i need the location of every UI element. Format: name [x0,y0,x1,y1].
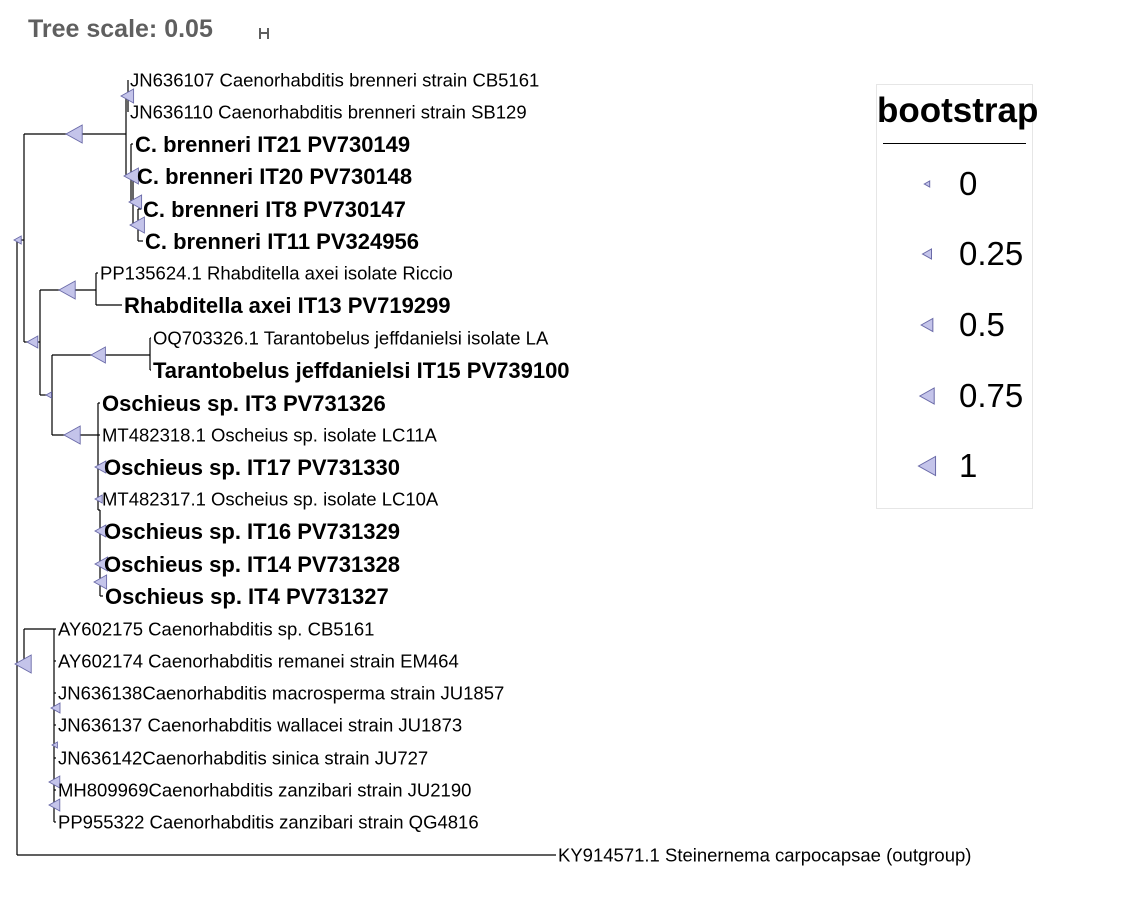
legend-item: 0.5 [907,305,1027,345]
bootstrap-marker [58,280,76,300]
taxon-label: PP135624.1 Rhabditella axei isolate Ricc… [100,263,453,284]
taxon-label: MT482318.1 Oscheius sp. isolate LC11A [102,425,438,446]
taxon-label-bold: Rhabditella axei IT13 PV719299 [124,293,451,318]
taxon-label-bold: C. brenneri IT20 PV730148 [137,164,412,189]
taxon-label-bold: Oschieus sp. IT4 PV731327 [105,584,389,609]
bootstrap-marker [94,494,103,504]
bootstrap-legend: bootstrap 0 0.25 0.5 0.75 [876,84,1039,509]
legend-label: 0.75 [959,377,1024,414]
legend-title: bootstrap [877,91,1039,130]
legend-label: 1 [959,447,978,484]
bootstrap-marker [93,574,108,590]
bootstrap-marker [13,235,22,245]
taxon-label-bold: C. brenneri IT21 PV730149 [135,132,410,157]
taxon-label: JN636138Caenorhabditis macrosperma strai… [58,683,504,704]
bootstrap-marker [51,741,58,749]
taxon-label: OQ703326.1 Tarantobelus jeffdanielsi iso… [153,328,549,349]
taxon-label-bold: Oschieus sp. IT3 PV731326 [102,391,386,416]
taxon-label: JN636110 Caenorhabditis brenneri strain … [130,102,527,123]
taxon-label: KY914571.1 Steinernema carpocapsae (outg… [558,845,971,866]
legend-item: 0 [907,164,1027,204]
legend-label: 0.5 [959,306,1005,343]
bootstrap-marker [94,524,107,538]
taxon-label: JN636142Caenorhabditis sinica strain JU7… [58,748,428,769]
taxon-label: MH809969Caenorhabditis zanzibari strain … [58,780,471,801]
tree-scale-bar [259,28,269,39]
bootstrap-marker [48,798,61,812]
bootstrap-marker [26,335,39,349]
bootstrap-marker [45,391,52,399]
taxon-label: AY602175 Caenorhabditis sp. CB5161 [58,619,374,640]
bootstrap-marker [129,216,145,234]
legend-item: 0.75 [907,376,1027,416]
bootstrap-marker-icon [920,317,934,333]
bootstrap-marker [50,702,61,714]
taxon-label-bold: Tarantobelus jeffdanielsi IT15 PV739100 [153,358,570,383]
bootstrap-marker [63,425,81,445]
legend-label: 0.25 [959,235,1024,272]
bootstrap-marker [128,194,143,210]
bootstrap-marker [94,460,107,474]
taxon-label: JN636107 Caenorhabditis brenneri strain … [130,70,539,91]
legend-divider [883,143,1026,144]
legend-item: 0.25 [907,234,1027,274]
taxon-label: JN636137 Caenorhabditis wallacei strain … [58,715,462,736]
bootstrap-marker-icon [923,180,931,188]
taxon-label-bold: C. brenneri IT11 PV324956 [145,229,419,254]
bootstrap-marker [94,556,109,572]
taxon-label: MT482317.1 Oscheius sp. isolate LC10A [102,489,439,510]
bootstrap-marker-icon [917,455,937,477]
taxon-label-bold: C. brenneri IT8 PV730147 [143,197,406,222]
bootstrap-marker [123,167,139,185]
bootstrap-markers [13,88,145,812]
taxon-label-bold: Oschieus sp. IT14 PV731328 [104,552,400,577]
taxon-label-bold: Oschieus sp. IT16 PV731329 [104,519,400,544]
bootstrap-marker-icon [921,248,932,260]
bootstrap-marker [48,775,61,789]
legend-label: 0 [959,165,978,202]
bootstrap-marker [14,654,32,674]
bootstrap-marker [120,88,135,104]
taxon-labels: JN636107 Caenorhabditis brenneri strain … [58,70,971,866]
taxon-label-bold: Oschieus sp. IT17 PV731330 [104,455,400,480]
bootstrap-marker-icon [918,387,935,405]
bootstrap-marker [90,346,106,364]
legend-item: 1 [907,446,1027,486]
taxon-label: PP955322 Caenorhabditis zanzibari strain… [58,812,479,833]
bootstrap-marker [65,124,83,144]
taxon-label: AY602174 Caenorhabditis remanei strain E… [58,651,459,672]
tree-scale-label: Tree scale: 0.05 [28,15,213,43]
